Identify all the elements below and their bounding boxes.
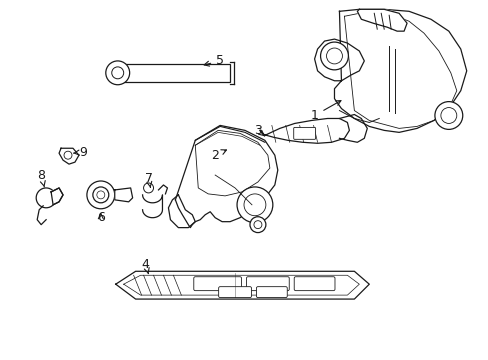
FancyBboxPatch shape [246,277,289,291]
Text: 2: 2 [211,149,226,162]
Text: 1: 1 [310,100,340,122]
FancyBboxPatch shape [294,277,334,291]
Text: 4: 4 [142,258,149,274]
Text: 9: 9 [73,146,87,159]
Bar [116,64,230,82]
Text: 6: 6 [97,211,104,224]
Polygon shape [357,9,406,31]
FancyBboxPatch shape [218,287,251,298]
Text: 3: 3 [253,124,264,137]
Polygon shape [115,188,132,202]
FancyBboxPatch shape [193,277,241,291]
Text: 5: 5 [203,54,224,67]
Text: 8: 8 [37,168,45,187]
Polygon shape [168,195,195,228]
Circle shape [36,188,56,208]
Polygon shape [339,114,366,142]
Polygon shape [116,271,368,299]
FancyBboxPatch shape [256,287,286,298]
Polygon shape [260,118,349,143]
Circle shape [237,187,272,223]
Polygon shape [175,125,277,228]
Circle shape [87,181,115,209]
Polygon shape [314,9,466,132]
Polygon shape [59,148,79,164]
Circle shape [249,217,265,233]
Text: 7: 7 [144,171,152,187]
Circle shape [434,102,462,129]
Circle shape [320,42,347,70]
FancyBboxPatch shape [293,127,315,139]
Polygon shape [51,188,63,205]
Circle shape [105,61,129,85]
